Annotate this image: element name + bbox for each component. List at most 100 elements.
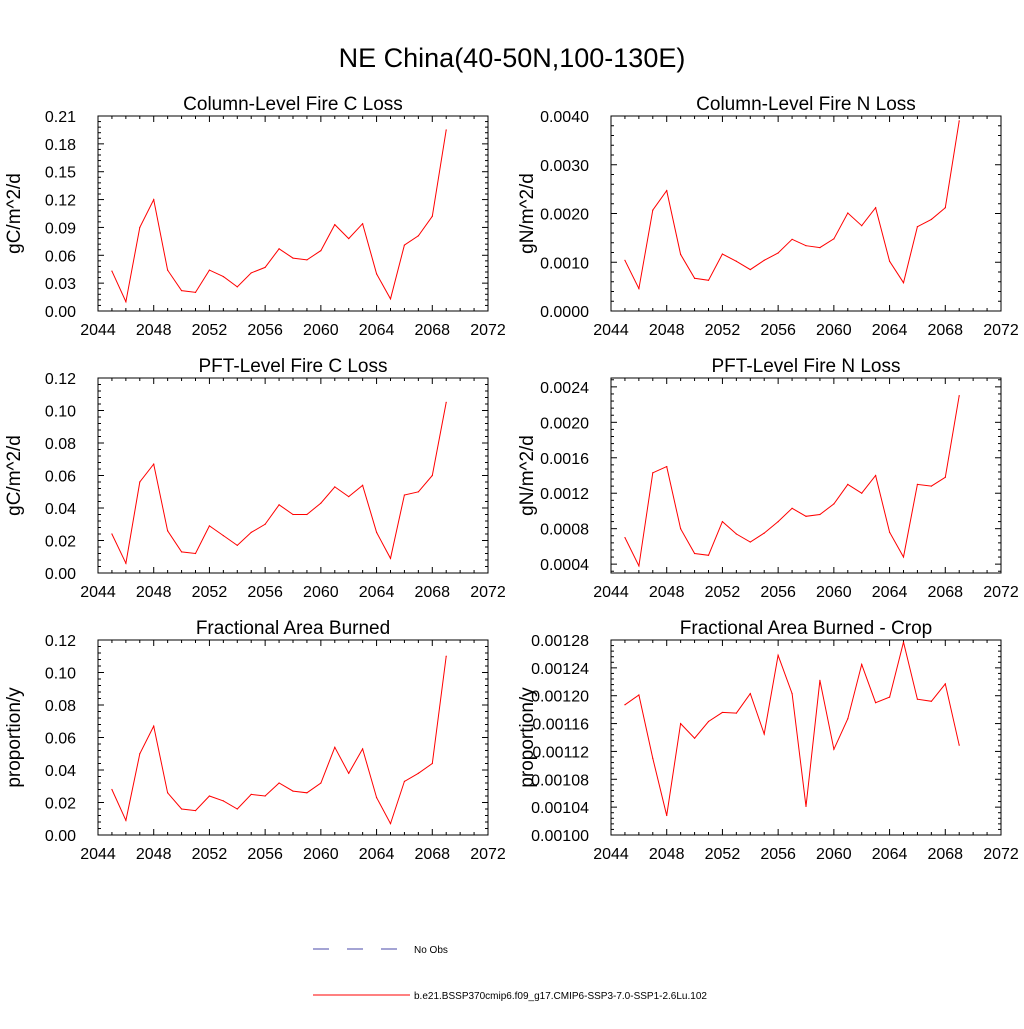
y-tick-label: 0.04 [45,501,76,518]
y-tick-label: 0.06 [45,731,76,748]
data-point [334,746,336,748]
y-tick-label: 0.04 [45,763,76,780]
data-point [930,218,932,220]
data-point [638,287,640,290]
data-point [763,532,765,534]
data-point [125,301,127,303]
data-point [403,780,406,782]
data-point [902,556,905,558]
x-tick-label: 2056 [247,584,283,601]
data-point [153,463,155,465]
x-tick-label: 2060 [303,584,339,601]
data-point [721,711,724,714]
x-tick-label: 2072 [983,846,1019,863]
x-tick-label: 2052 [705,584,741,601]
plot-frame [610,377,1002,574]
data-point [403,494,406,496]
data-point [278,782,280,784]
data-point [362,484,364,486]
y-tick-label: 0.00116 [532,717,589,734]
x-tick-label: 2056 [247,846,283,863]
data-point [958,395,960,397]
x-tick-label: 2048 [649,584,685,601]
data-point [208,269,211,271]
y-tick-label: 0.06 [45,469,76,486]
data-point [944,683,946,685]
data-point [222,800,224,802]
data-point [111,533,113,535]
data-point [721,520,724,523]
legend: No Obs b.e21.BSSP370cmip6.f09_g17.CMIP6-… [313,945,707,1002]
data-point [666,189,668,192]
x-tick-label: 2052 [192,584,228,601]
data-point [916,483,919,485]
data-point [167,792,169,794]
data-point [791,238,793,240]
y-tick-label: 0.18 [45,137,76,154]
x-tick-label: 2048 [136,846,172,863]
y-axis-label: proportion/y [4,687,25,788]
data-point [250,531,252,533]
data-point [680,528,682,530]
panel-title: PFT-Level Fire N Loss [712,356,901,377]
x-tick-label: 2064 [872,584,908,601]
x-tick-label: 2044 [593,846,629,863]
x-tick-label: 2052 [705,846,741,863]
data-point [139,481,141,483]
data-point [194,552,197,555]
data-point [916,698,919,700]
y-tick-label: 0.12 [45,633,76,650]
data-point [791,693,793,695]
panel-4: PFT-Level Fire N Loss gN/m^2/d 2044 2048 205… [517,356,1019,601]
data-point [735,712,737,714]
x-tick-label: 2060 [303,322,339,339]
y-tick-label: 0.00100 [531,828,589,845]
y-tick-label: 0.12 [45,193,76,210]
legend-obs-label: No Obs [414,945,448,956]
data-point [833,748,835,750]
x-tick-label: 2044 [80,846,116,863]
data-point [707,279,710,281]
data-point [693,552,696,555]
data-point [111,270,113,272]
data-point [306,513,308,516]
y-tick-label: 0.0024 [540,380,589,397]
y-tick-label: 0.00108 [531,772,589,789]
data-point [791,507,793,509]
panel-6: Fractional Area Burned - Crop proportion/… [517,618,1019,863]
x-tick-label: 2056 [760,846,796,863]
data-point [348,772,350,774]
x-tick-label: 2052 [705,322,741,339]
data-point [888,260,891,262]
y-tick-label: 0.00112 [532,744,589,761]
data-point [250,272,252,274]
x-tick-label: 2044 [593,584,629,601]
data-point [888,531,891,533]
y-tick-label: 0.08 [45,698,76,715]
data-point [375,531,378,533]
y-tick-label: 0.0012 [540,486,589,503]
y-tick-label: 0.00 [45,566,76,583]
data-point [875,207,877,209]
y-tick-label: 0.00 [45,828,76,845]
data-point [236,808,238,810]
data-point [236,544,238,546]
data-point [362,748,364,750]
data-point [693,737,696,739]
x-tick-label: 2068 [414,584,450,601]
data-point [417,772,419,774]
data-point [930,700,932,702]
data-point [431,762,433,765]
data-point [292,790,294,792]
series-line [111,402,447,565]
data-point [334,486,336,488]
data-point [735,260,737,262]
x-tick-label: 2052 [192,322,228,339]
data-point [916,226,919,228]
data-point [735,533,737,535]
panel-2: Column-Level Fire N Loss gN/m^2/d 2044 2048… [517,94,1019,339]
data-point [666,814,668,817]
series-line [111,656,447,825]
data-point [902,282,905,284]
data-point [153,198,155,201]
